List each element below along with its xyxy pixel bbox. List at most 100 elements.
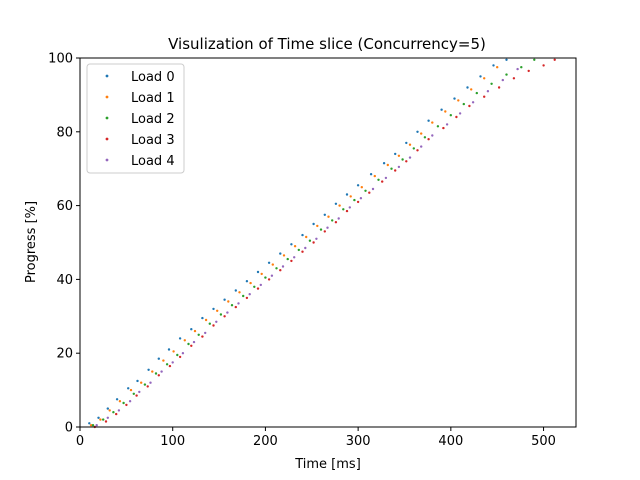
data-point-load-1: [118, 400, 122, 403]
data-point-load-1: [373, 174, 376, 178]
data-point-load-1: [162, 359, 165, 362]
data-point-load-2: [475, 91, 478, 95]
data-point-load-3: [190, 344, 193, 347]
data-point-load-4: [420, 145, 423, 148]
x-tick-label: 500: [531, 434, 556, 449]
data-point-load-3: [334, 221, 338, 224]
data-point-load-0: [127, 387, 130, 390]
data-point-load-4: [192, 340, 196, 344]
data-point-load-1: [282, 254, 286, 257]
data-point-load-0: [479, 75, 482, 78]
data-point-load-0: [267, 261, 271, 264]
data-point-load-1: [108, 409, 111, 412]
data-point-load-1: [193, 329, 197, 333]
data-point-load-2: [197, 333, 200, 336]
data-point-load-4: [171, 361, 174, 364]
data-point-load-0: [323, 213, 326, 216]
data-point-load-4: [248, 293, 251, 296]
data-point-load-2: [520, 66, 523, 69]
data-point-load-1: [99, 418, 102, 421]
data-point-load-1: [293, 245, 297, 248]
data-point-load-1: [397, 154, 401, 157]
data-point-load-0: [212, 307, 215, 311]
data-point-load-1: [216, 309, 219, 312]
data-point-load-4: [431, 134, 434, 137]
data-point-load-2: [176, 353, 179, 357]
data-point-load-4: [326, 226, 329, 229]
data-point-load-2: [286, 257, 289, 261]
data-point-load-4: [259, 283, 262, 287]
data-point-load-4: [138, 390, 141, 394]
data-point-load-4: [371, 187, 375, 191]
data-point-load-4: [304, 246, 307, 250]
legend-marker-load-4: [105, 158, 109, 162]
data-point-load-2: [401, 158, 404, 161]
data-point-load-0: [115, 398, 119, 401]
data-point-load-1: [327, 215, 330, 218]
data-point-load-2: [331, 219, 334, 222]
data-point-load-1: [260, 272, 263, 276]
data-point-load-2: [364, 189, 367, 192]
data-point-load-4: [128, 400, 132, 403]
data-point-load-3: [146, 385, 149, 388]
data-point-load-4: [281, 265, 285, 268]
data-point-load-3: [178, 355, 182, 359]
x-tick-label: 0: [76, 434, 84, 449]
data-point-load-4: [348, 206, 351, 209]
data-point-load-3: [416, 149, 419, 152]
data-point-load-2: [390, 167, 393, 170]
y-axis: 0 20 40 60 80 100: [48, 52, 80, 436]
data-point-load-3: [115, 412, 118, 416]
data-point-load-2: [242, 294, 245, 298]
data-point-load-0: [440, 108, 443, 111]
x-tick-label: 300: [346, 434, 371, 449]
data-point-load-2: [112, 411, 115, 414]
data-point-load-1: [129, 388, 133, 392]
data-point-load-1: [338, 204, 341, 207]
data-point-load-3: [301, 250, 304, 253]
data-point-load-2: [533, 58, 536, 61]
legend-label-load-4: Load 4: [131, 154, 175, 169]
data-point-load-3: [527, 69, 530, 73]
y-tick-label: 80: [56, 125, 73, 140]
data-point-load-4: [458, 112, 462, 115]
x-tick-label: 200: [253, 434, 278, 449]
data-point-load-3: [512, 77, 516, 80]
y-tick-label: 40: [56, 273, 73, 288]
data-point-load-4: [215, 320, 218, 323]
data-point-load-4: [237, 302, 240, 305]
data-point-load-2: [253, 285, 256, 288]
data-point-load-4: [315, 237, 318, 240]
data-point-load-4: [293, 256, 296, 259]
data-point-load-3: [125, 403, 128, 407]
data-point-load-0: [427, 119, 430, 122]
data-point-load-2: [230, 304, 234, 307]
data-point-load-4: [359, 197, 363, 200]
data-point-load-0: [223, 298, 226, 301]
data-point-load-4: [486, 90, 490, 93]
data-point-load-2: [219, 313, 223, 316]
x-tick-label: 400: [438, 434, 463, 449]
data-point-load-2: [297, 248, 300, 252]
data-point-load-3: [427, 138, 430, 141]
data-point-load-4: [501, 78, 504, 82]
data-point-load-0: [394, 152, 397, 156]
data-point-load-0: [190, 328, 193, 331]
data-point-load-2: [505, 73, 508, 76]
legend-label-load-3: Load 3: [131, 133, 175, 148]
data-point-load-2: [423, 136, 427, 139]
data-point-load-2: [91, 424, 95, 427]
data-point-load-0: [147, 368, 150, 371]
data-point-load-2: [143, 383, 147, 386]
data-point-load-0: [369, 173, 373, 176]
data-point-load-1: [249, 281, 252, 285]
data-point-load-0: [256, 270, 260, 274]
data-point-load-1: [420, 132, 423, 135]
y-tick-label: 20: [56, 347, 73, 362]
data-point-load-1: [183, 339, 186, 342]
data-point-load-2: [154, 372, 158, 375]
data-point-load-4: [397, 165, 401, 169]
data-point-load-3: [279, 269, 282, 272]
data-point-load-3: [312, 241, 315, 244]
data-point-load-4: [95, 424, 98, 427]
